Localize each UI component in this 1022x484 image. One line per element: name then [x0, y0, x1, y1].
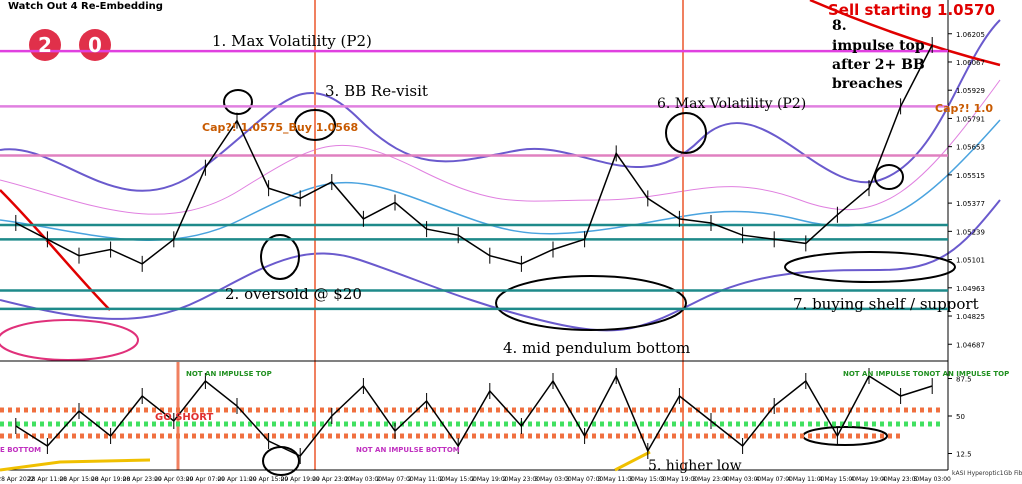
- highlight: [614, 450, 651, 472]
- y-tick-label: 1.05377: [956, 200, 985, 208]
- annotation: Cap?! 1.0: [935, 102, 993, 115]
- y-tick-label: 1.06205: [956, 31, 985, 39]
- circle: [223, 89, 253, 115]
- y-tick-label: 1.04825: [956, 313, 985, 321]
- x-tick-label: 2 May 15:00: [440, 476, 478, 483]
- y-tick-label: 1.04963: [956, 285, 985, 293]
- x-tick-label: 4 May 03:00: [724, 476, 762, 483]
- y-tick-label: 1.05515: [956, 172, 985, 180]
- x-tick-label: 2 May 11:00: [408, 476, 446, 483]
- annotation: impulse top: [832, 38, 925, 54]
- x-tick-label: 3 May 23:00: [692, 476, 730, 483]
- annotation: 7. buying shelf / support: [793, 295, 979, 313]
- price-line: [15, 374, 933, 457]
- x-tick-label: 29 Apr 19:00: [281, 476, 320, 483]
- x-tick-label: 4 May 19:00: [850, 476, 888, 483]
- x-tick-label: 2 May 19:00: [471, 476, 509, 483]
- x-tick-label: 2 May 03:00: [345, 476, 383, 483]
- annotation: NOT AN IMPULSE TONOT AN IMPULSE TOP: [843, 370, 1009, 378]
- x-tick-label: 29 Apr 15:00: [249, 476, 288, 483]
- annotation: NOT AN IMPULSE TOP: [186, 370, 272, 378]
- annotation: 2. oversold @ $20: [225, 285, 362, 303]
- upper-band: [0, 19, 1001, 192]
- annotation: 1. Max Volatility (P2): [212, 32, 372, 50]
- red-trend: [0, 189, 111, 311]
- x-tick-label: 28 Apr 2022: [0, 476, 35, 483]
- y-tick-label: 1.06067: [956, 59, 985, 67]
- y-tick-label: 1.05791: [956, 115, 985, 123]
- circle: [294, 109, 336, 141]
- red-arc: [809, 0, 1001, 67]
- annotation: GO SHORT: [155, 412, 214, 423]
- circle: [784, 251, 956, 283]
- pink-circle: [0, 319, 139, 361]
- circle: [495, 275, 687, 331]
- annotation: 2: [38, 33, 52, 57]
- annotation: 8.: [832, 18, 847, 34]
- annotation: 3. BB Re-visit: [325, 82, 428, 100]
- annotation: 0: [88, 33, 102, 57]
- annotation: NOT AN IMPULSE BOTTOM: [356, 446, 460, 454]
- y-tick-label: 87.5: [956, 376, 972, 384]
- badge: [79, 29, 111, 61]
- annotation: Sell starting 1.0570: [828, 1, 995, 19]
- annotation: 4. mid pendulum bottom: [503, 339, 690, 357]
- signal-dots: [0, 407, 940, 439]
- annotation: breaches: [832, 76, 903, 92]
- x-tick-label: 3 May 11:00: [598, 476, 636, 483]
- x-tick-label: 29 Apr 23:00: [312, 476, 351, 483]
- x-tick-label: 29 Apr 11:00: [217, 476, 256, 483]
- x-tick-label: 28 Apr 11:00: [28, 476, 67, 483]
- x-tick-label: 28 Apr 15:00: [59, 476, 98, 483]
- chart-title: Watch Out 4 Re-Embedding: [8, 1, 163, 12]
- x-tick-label: 3 May 15:00: [629, 476, 667, 483]
- x-tick-label: 4 May 23:00: [882, 476, 920, 483]
- bands: [0, 0, 1001, 332]
- price-line: [15, 44, 933, 265]
- annotation: 6. Max Volatility (P2): [657, 96, 806, 112]
- annotation: 5. higher low: [648, 458, 742, 474]
- x-tick-label: 5 May 03:00: [914, 476, 952, 483]
- y-tick-label: 1.05929: [956, 87, 985, 95]
- badge: [29, 29, 61, 61]
- x-tick-label: 29 Apr 07:00: [186, 476, 225, 483]
- lower-band: [0, 199, 1001, 332]
- y-tick-label: 1.05239: [956, 228, 985, 236]
- status-text: kASI Hyperoptic1Gb Fibre 2.4Ghz: [952, 470, 1022, 477]
- annotation: Cap?! 1.0575_Buy 1.0568: [202, 121, 358, 134]
- y-tick-label: 1.05653: [956, 144, 985, 152]
- y-tick-label: 50: [956, 413, 965, 421]
- x-tick-label: 4 May 11:00: [787, 476, 825, 483]
- x-tick-label: 2 May 07:00: [376, 476, 414, 483]
- x-tick-label: 29 Apr 03:00: [154, 476, 193, 483]
- x-tick-label: 3 May 07:00: [566, 476, 604, 483]
- x-tick-label: 3 May 19:00: [661, 476, 699, 483]
- circle: [874, 164, 904, 190]
- y-tick-label: 1.04687: [956, 341, 985, 349]
- x-tick-label: 2 May 23:00: [503, 476, 541, 483]
- y-tick-label: 12.5: [956, 451, 972, 459]
- x-tick-label: 4 May 07:00: [756, 476, 794, 483]
- annotation: E BOTTOM: [0, 446, 41, 454]
- x-tick-label: 3 May 03:00: [534, 476, 572, 483]
- x-tick-label: 28 Apr 19:00: [91, 476, 130, 483]
- circle: [260, 234, 300, 280]
- x-tick-label: 4 May 15:00: [819, 476, 857, 483]
- circle: [665, 112, 707, 154]
- x-tick-label: 28 Apr 23:00: [123, 476, 162, 483]
- y-tick-label: 1.05101: [956, 257, 985, 265]
- annotation: after 2+ BB: [832, 57, 925, 73]
- highlight: [0, 458, 151, 472]
